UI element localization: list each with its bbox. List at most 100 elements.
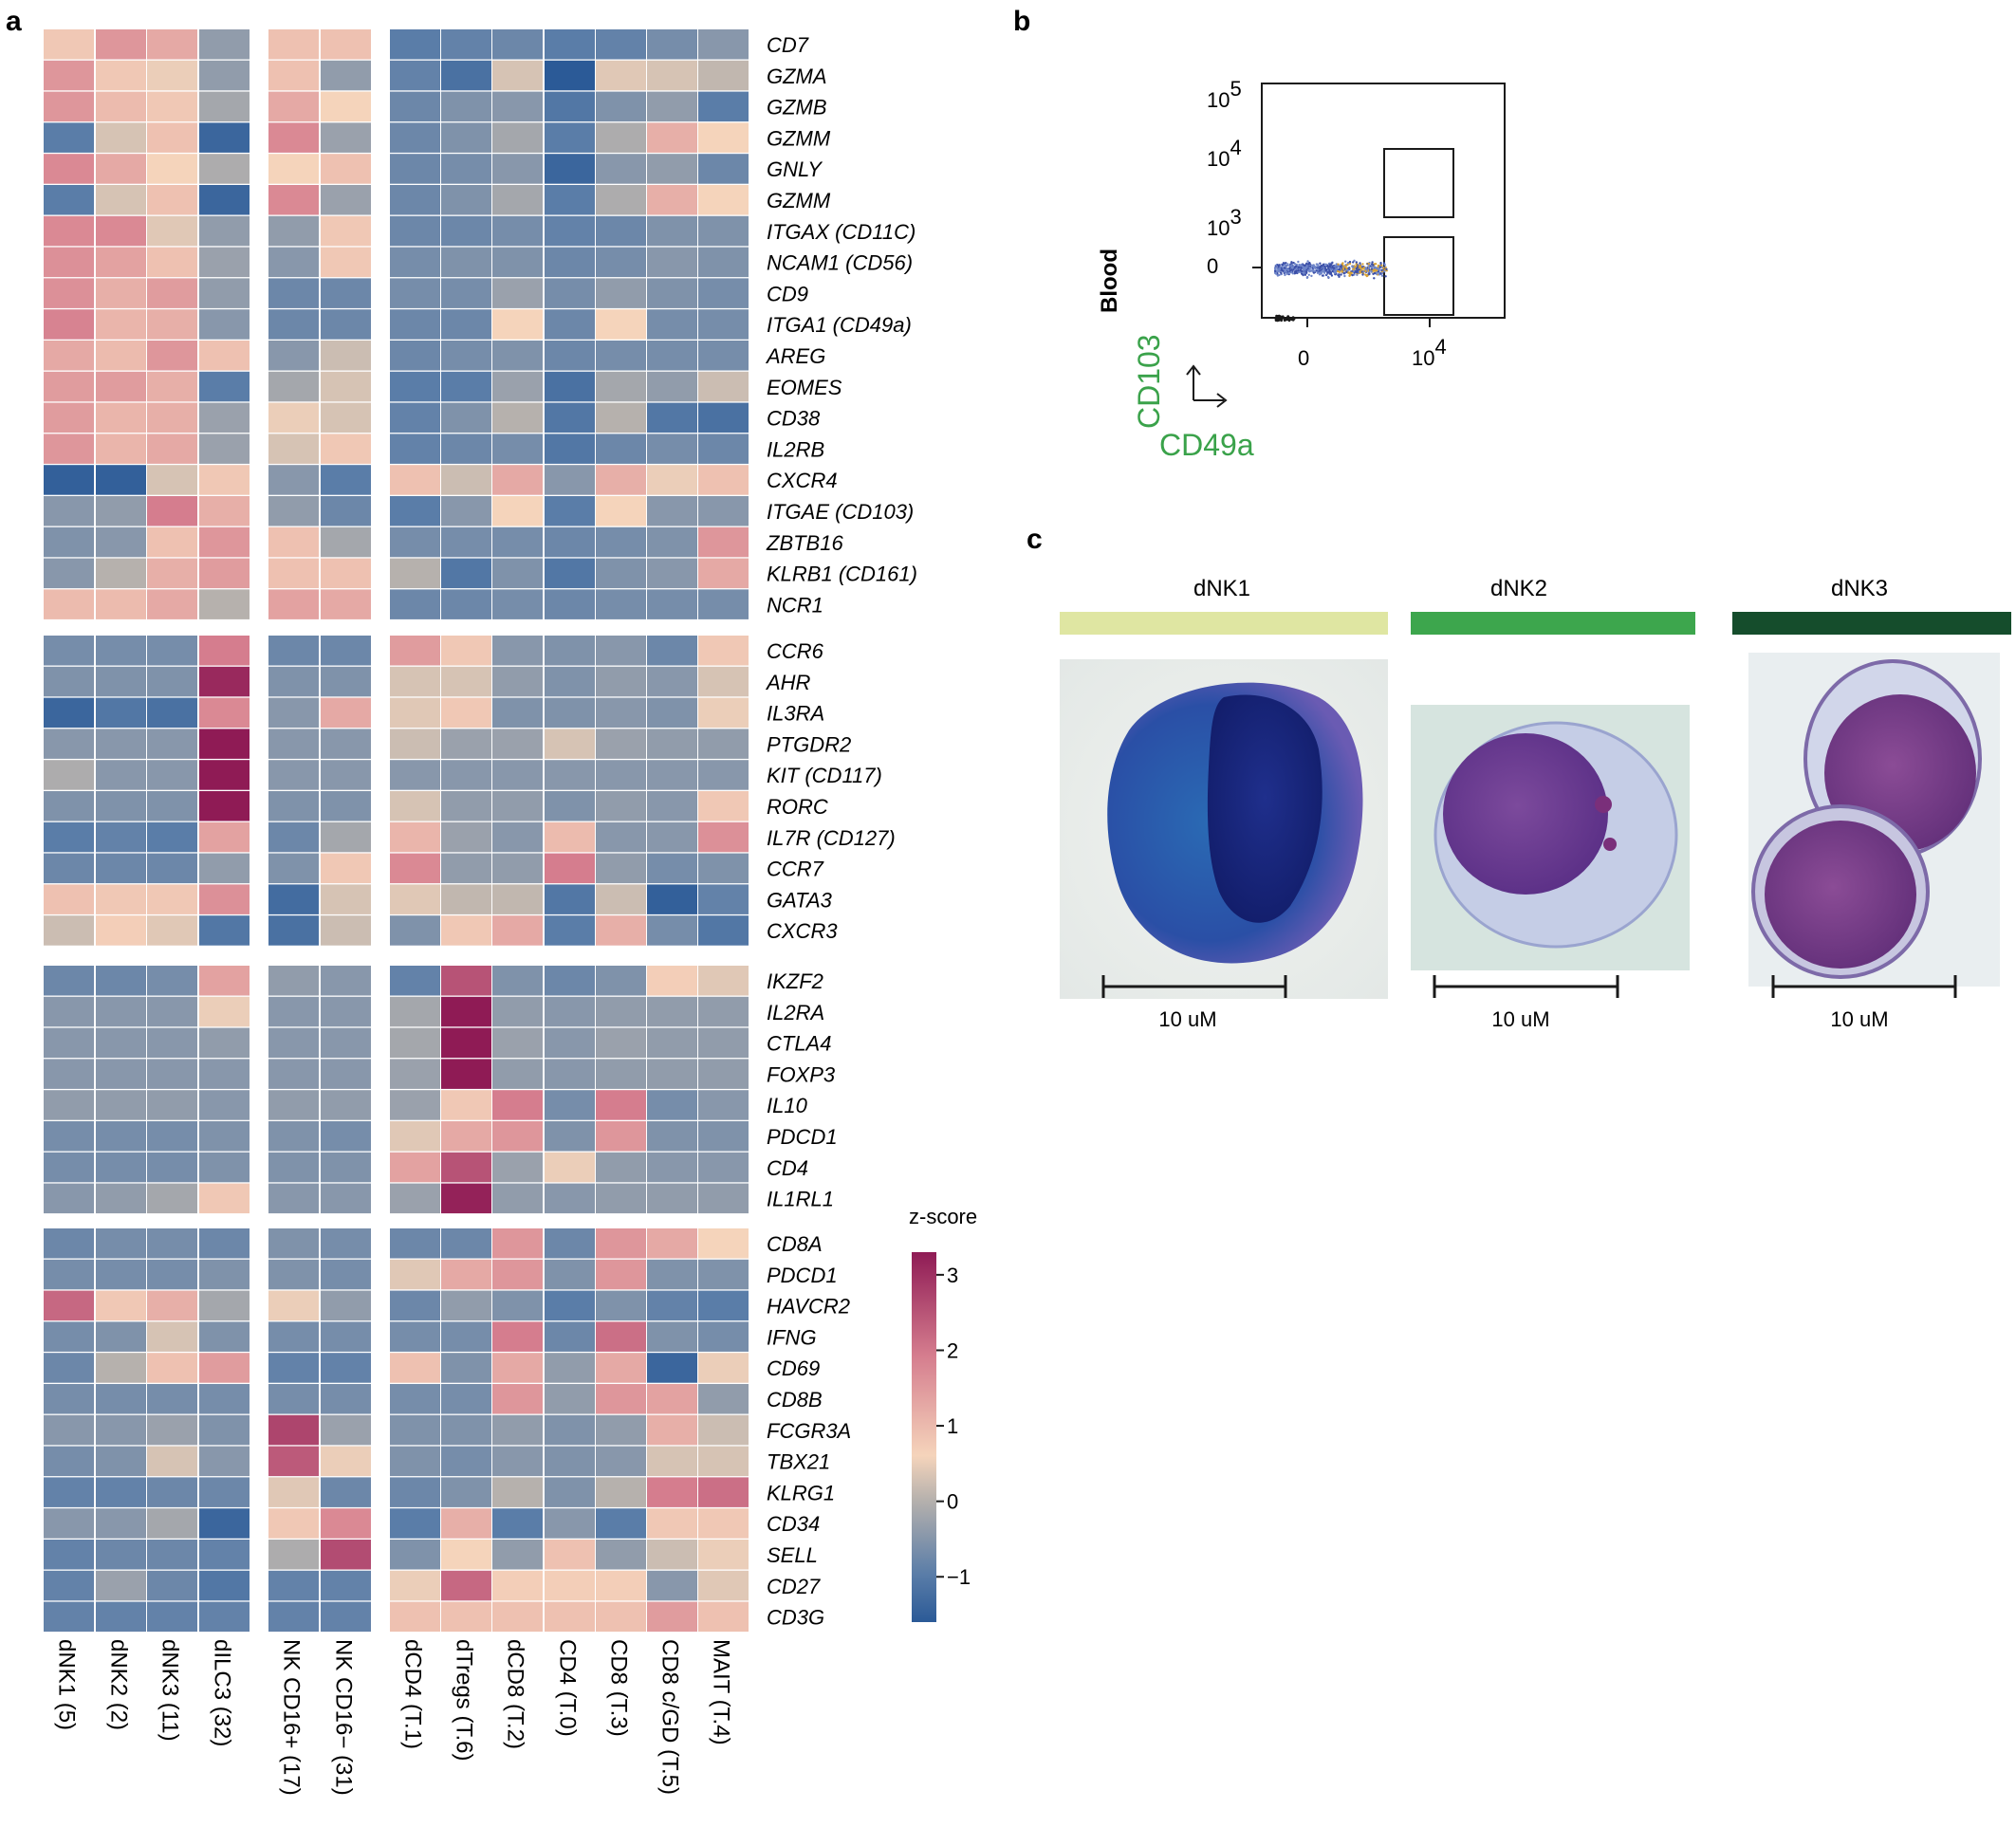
gene-label: CD69: [767, 1356, 820, 1380]
heatmap-cell: [492, 215, 543, 247]
gene-label: CD9: [767, 282, 808, 305]
heatmap-cell: [147, 122, 197, 153]
heatmap-cell: [596, 884, 646, 914]
heatmap-cell: [441, 371, 491, 402]
heatmap-cell: [647, 465, 697, 495]
heatmap-cell: [321, 589, 371, 619]
heatmap-cell: [96, 215, 146, 247]
heatmap-cell: [321, 1228, 371, 1259]
heatmap-cell: [596, 1152, 646, 1183]
flow-event: [1380, 271, 1384, 275]
heatmap-cell: [44, 1384, 94, 1414]
heatmap-cell: [199, 1228, 250, 1259]
heatmap-cell: [492, 371, 543, 402]
heatmap-cell: [647, 1321, 697, 1352]
flow-events: [1273, 259, 1388, 323]
heatmap-cell: [647, 1183, 697, 1214]
heatmap-cell: [268, 1384, 319, 1414]
flow-event: [1298, 263, 1301, 267]
heatmap-cell: [441, 1540, 491, 1570]
heatmap-cell: [492, 402, 543, 434]
heatmap-cell: [441, 821, 491, 853]
heatmap-cell: [545, 496, 595, 526]
heatmap-cell: [647, 1508, 697, 1539]
scale-bar: [1433, 975, 1619, 998]
flow-event: [1321, 274, 1324, 277]
heatmap-cell: [492, 884, 543, 914]
heatmap-cell: [96, 697, 146, 729]
heatmap-cell: [147, 697, 197, 729]
heatmap-cell: [96, 853, 146, 884]
flow-event: [1290, 268, 1293, 271]
heatmap-cell: [268, 91, 319, 122]
heatmap-cell: [441, 1090, 491, 1120]
heatmap-cell: [698, 247, 749, 278]
heatmap-cell: [596, 1570, 646, 1601]
flow-event: [1310, 274, 1313, 278]
gene-label: PDCD1: [767, 1264, 838, 1287]
heatmap-cell: [545, 1601, 595, 1633]
heatmap-cell: [647, 558, 697, 589]
heatmap-cell: [596, 1353, 646, 1383]
heatmap-cell: [596, 402, 646, 434]
gene-label: FOXP3: [767, 1062, 836, 1086]
heatmap-cell: [321, 1027, 371, 1059]
heatmap-cell: [545, 821, 595, 853]
heatmap-cell: [268, 1121, 319, 1152]
heatmap-cell: [545, 247, 595, 278]
heatmap-cell: [44, 996, 94, 1027]
heatmap-cell: [647, 215, 697, 247]
heatmap-cell: [390, 1570, 440, 1601]
heatmap-cell: [441, 666, 491, 697]
heatmap-cell: [268, 122, 319, 153]
heatmap-cell: [268, 526, 319, 558]
cell-granule: [1603, 838, 1617, 851]
heatmap-cell: [147, 341, 197, 371]
flow-event: [1367, 262, 1370, 266]
heatmap-cell: [492, 526, 543, 558]
heatmap-cell: [147, 966, 197, 996]
heatmap-cell: [44, 1446, 94, 1477]
heatmap-cell: [321, 1059, 371, 1089]
heatmap-cell: [268, 966, 319, 996]
heatmap-cell: [492, 341, 543, 371]
heatmap-cell: [492, 29, 543, 60]
heatmap-cell: [596, 666, 646, 697]
heatmap-cell: [698, 1414, 749, 1446]
heatmap-cell: [199, 791, 250, 821]
heatmap-cell: [321, 341, 371, 371]
flow-event: [1274, 272, 1278, 275]
heatmap-cell: [44, 1228, 94, 1259]
heatmap-cell: [44, 1508, 94, 1539]
heatmap-cell: [199, 1090, 250, 1120]
heatmap-cell: [492, 1027, 543, 1059]
heatmap-cell: [268, 1027, 319, 1059]
heatmap-cell: [147, 309, 197, 340]
flow-event: [1282, 262, 1285, 265]
heatmap-cell: [96, 1228, 146, 1259]
heatmap-cell: [390, 1090, 440, 1120]
flow-event: [1308, 261, 1311, 265]
heatmap-cell: [698, 1059, 749, 1089]
heatmap-cell: [199, 434, 250, 464]
heatmap-cell: [96, 884, 146, 914]
heatmap-cell: [321, 884, 371, 914]
flow-event: [1345, 270, 1348, 273]
heatmap-cell: [492, 589, 543, 619]
heatmap-cell: [698, 402, 749, 434]
heatmap-cell: [390, 589, 440, 619]
heatmap-cell: [647, 309, 697, 340]
flow-event: [1345, 267, 1348, 270]
heatmap-cell: [647, 821, 697, 853]
heatmap-cell: [596, 636, 646, 666]
heatmap-cell: [545, 666, 595, 697]
heatmap-cell: [441, 465, 491, 495]
flow-event: [1283, 264, 1286, 267]
heatmap-cell: [698, 1446, 749, 1477]
heatmap-cell: [44, 402, 94, 434]
heatmap-cell: [390, 1384, 440, 1414]
heatmap-cell: [96, 729, 146, 759]
heatmap-cell: [492, 996, 543, 1027]
gene-label: NCR1: [767, 593, 823, 617]
heatmap-cell: [199, 154, 250, 184]
